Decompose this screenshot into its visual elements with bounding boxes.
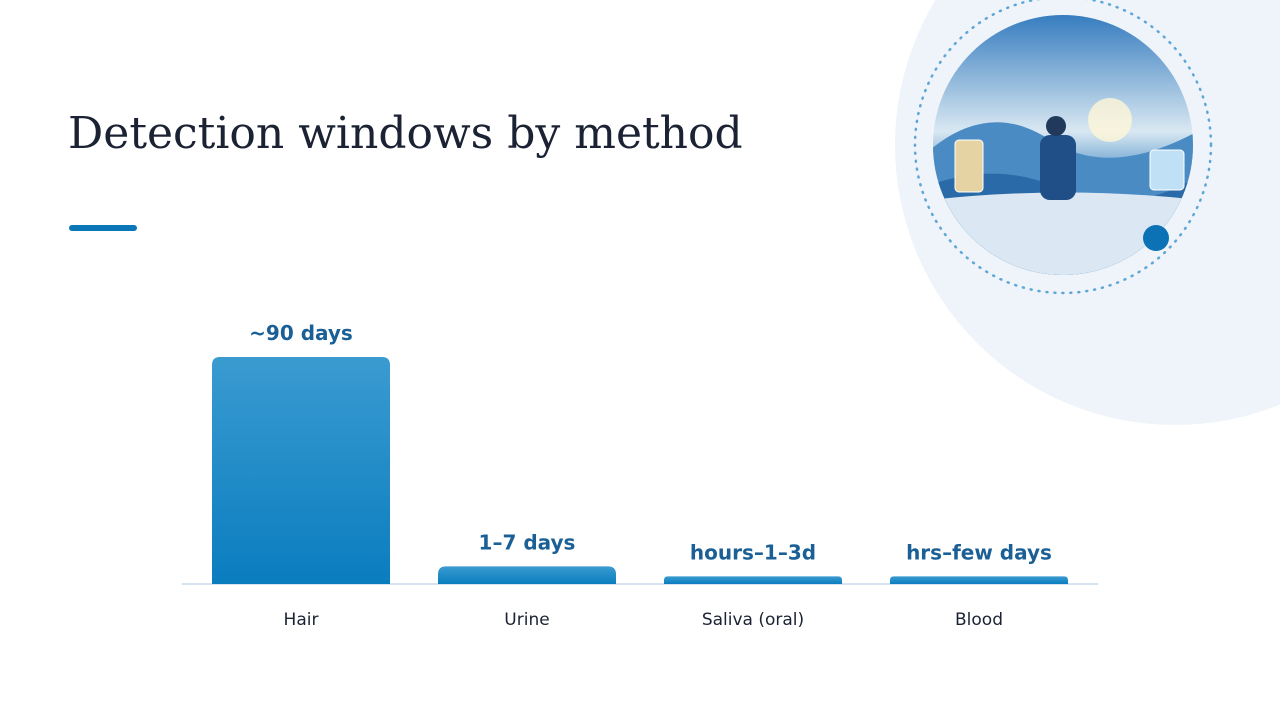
bar [438,566,616,584]
bar [212,357,390,584]
dotted-ring [913,0,1213,295]
chart-title: Detection windows by method [68,108,743,159]
bar [890,576,1068,584]
value-label: ~90 days [249,321,353,345]
x-tick-label: Saliva (oral) [702,610,804,630]
title-underline [69,225,137,231]
x-tick-label: Hair [284,610,319,630]
accent-dot [1143,225,1169,251]
value-label: hrs–few days [906,540,1052,564]
x-tick-label: Blood [955,610,1003,630]
bar [664,576,842,584]
x-tick-label: Urine [504,610,549,630]
value-label: 1–7 days [479,530,576,554]
value-label: hours–1–3d [690,540,816,564]
